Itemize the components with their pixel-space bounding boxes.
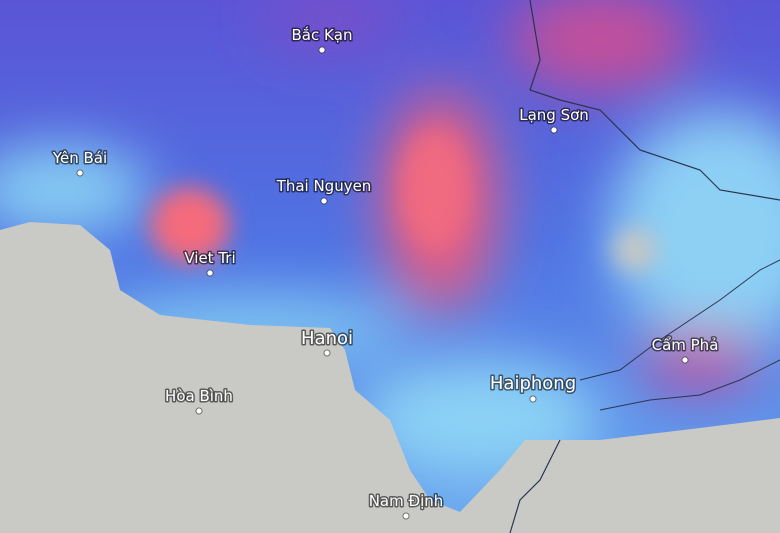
place-dot (529, 395, 537, 403)
place-label: Cẩm Phả (652, 336, 719, 354)
place-label: Yên Bái (52, 149, 107, 167)
place-dot (402, 512, 410, 520)
islands (579, 259, 780, 411)
border (529, 0, 780, 201)
place-label: Lạng Sơn (519, 106, 589, 124)
place-label: Haiphong (490, 373, 576, 394)
labels: Bắc Kạn Lạng Sơn Yên Bái Thai Nguyen Vie… (50, 25, 720, 520)
coast (509, 439, 561, 533)
place-dot (681, 356, 689, 364)
place-dot (206, 269, 214, 277)
place-label: Thai Nguyen (276, 177, 372, 195)
precip-layer (0, 0, 780, 480)
place-dot (195, 407, 203, 415)
precip-core (150, 130, 657, 272)
place-label: Nam Định (369, 492, 444, 510)
place-label: Viet Tri (184, 249, 235, 267)
place-dot (320, 197, 328, 205)
place-dot (318, 46, 326, 54)
place-dot (550, 126, 558, 134)
place-dot (323, 349, 331, 357)
place-dot (76, 169, 84, 177)
place-label: Hanoi (301, 328, 353, 349)
place-label: Hòa Bình (165, 387, 233, 405)
land (0, 222, 780, 533)
place-label: Bắc Kạn (291, 26, 352, 44)
